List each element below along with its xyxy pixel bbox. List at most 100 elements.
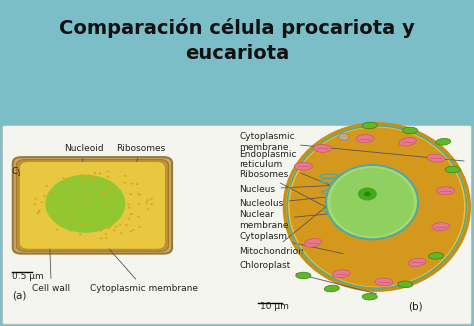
Ellipse shape (105, 227, 108, 229)
Ellipse shape (362, 122, 377, 129)
Ellipse shape (313, 144, 331, 152)
FancyBboxPatch shape (13, 157, 172, 254)
Ellipse shape (121, 199, 124, 200)
Ellipse shape (69, 230, 72, 231)
Text: eucariota: eucariota (185, 44, 289, 63)
Ellipse shape (108, 187, 111, 189)
Ellipse shape (375, 278, 393, 286)
Ellipse shape (124, 175, 127, 177)
Ellipse shape (115, 226, 118, 228)
Ellipse shape (82, 177, 85, 179)
Text: (b): (b) (408, 301, 422, 311)
Ellipse shape (358, 187, 377, 200)
Ellipse shape (138, 194, 141, 196)
Ellipse shape (147, 208, 150, 210)
Ellipse shape (100, 230, 102, 232)
Ellipse shape (290, 127, 464, 287)
Ellipse shape (131, 183, 134, 185)
Ellipse shape (60, 183, 63, 185)
Ellipse shape (150, 203, 153, 205)
Ellipse shape (34, 198, 37, 200)
Ellipse shape (324, 285, 339, 292)
Ellipse shape (100, 237, 103, 239)
FancyBboxPatch shape (20, 162, 165, 249)
Ellipse shape (137, 193, 140, 195)
Ellipse shape (146, 199, 149, 201)
Text: (a): (a) (12, 290, 26, 300)
Text: Cytoplasm: Cytoplasm (12, 167, 60, 196)
Ellipse shape (398, 281, 413, 288)
Ellipse shape (71, 217, 74, 219)
Ellipse shape (138, 226, 141, 228)
Ellipse shape (38, 209, 41, 211)
Ellipse shape (338, 133, 349, 141)
Ellipse shape (104, 233, 107, 235)
Ellipse shape (56, 229, 59, 231)
Ellipse shape (67, 220, 70, 222)
Ellipse shape (129, 193, 132, 195)
Text: Chloroplast: Chloroplast (239, 261, 376, 294)
Ellipse shape (428, 253, 444, 259)
Ellipse shape (94, 176, 97, 178)
Ellipse shape (119, 224, 122, 226)
Ellipse shape (54, 214, 57, 216)
Ellipse shape (46, 185, 48, 187)
Ellipse shape (81, 182, 84, 184)
Ellipse shape (104, 206, 107, 208)
Ellipse shape (46, 175, 125, 233)
Ellipse shape (364, 192, 371, 196)
Ellipse shape (70, 188, 73, 190)
Text: Cytoplasmic
membrane: Cytoplasmic membrane (239, 132, 464, 161)
FancyBboxPatch shape (17, 160, 169, 251)
Ellipse shape (87, 195, 90, 197)
Ellipse shape (107, 176, 109, 178)
Ellipse shape (124, 182, 127, 184)
Ellipse shape (104, 195, 107, 197)
Ellipse shape (128, 218, 130, 220)
Ellipse shape (112, 219, 115, 221)
Ellipse shape (43, 195, 46, 197)
Ellipse shape (66, 178, 69, 180)
Text: 10 μm: 10 μm (260, 302, 289, 311)
Ellipse shape (36, 213, 39, 215)
Ellipse shape (74, 197, 77, 199)
Text: Nuclear
membrane: Nuclear membrane (239, 206, 413, 230)
Ellipse shape (445, 166, 460, 173)
Ellipse shape (330, 168, 414, 236)
Ellipse shape (87, 201, 90, 203)
Ellipse shape (63, 177, 65, 179)
Ellipse shape (150, 198, 153, 200)
Ellipse shape (127, 203, 130, 205)
Ellipse shape (70, 212, 73, 214)
Ellipse shape (100, 213, 102, 215)
Text: Nucleolus: Nucleolus (239, 193, 369, 208)
Text: Nucleoid: Nucleoid (64, 144, 104, 200)
Ellipse shape (37, 211, 40, 213)
Ellipse shape (93, 172, 96, 174)
Text: Nucleus: Nucleus (239, 183, 388, 194)
Ellipse shape (130, 213, 133, 215)
Ellipse shape (432, 223, 450, 230)
Text: Endoplasmic
reticulum: Endoplasmic reticulum (239, 150, 329, 185)
Text: Cell wall: Cell wall (32, 249, 70, 293)
Ellipse shape (108, 227, 110, 229)
Text: Ribosomes: Ribosomes (239, 170, 339, 214)
Ellipse shape (304, 239, 321, 247)
Ellipse shape (137, 215, 140, 217)
Ellipse shape (91, 223, 93, 225)
Ellipse shape (326, 165, 418, 239)
Ellipse shape (129, 230, 132, 232)
Ellipse shape (103, 193, 106, 195)
Ellipse shape (132, 229, 135, 231)
Ellipse shape (80, 223, 83, 225)
Ellipse shape (362, 293, 377, 300)
Text: Comparación célula procariota y: Comparación célula procariota y (59, 18, 415, 38)
Ellipse shape (82, 203, 85, 205)
FancyBboxPatch shape (2, 126, 472, 324)
Ellipse shape (119, 232, 122, 234)
Text: Mitochondrion: Mitochondrion (239, 165, 377, 256)
Ellipse shape (436, 139, 451, 145)
Ellipse shape (107, 203, 110, 205)
Ellipse shape (61, 208, 64, 210)
Ellipse shape (427, 154, 445, 162)
